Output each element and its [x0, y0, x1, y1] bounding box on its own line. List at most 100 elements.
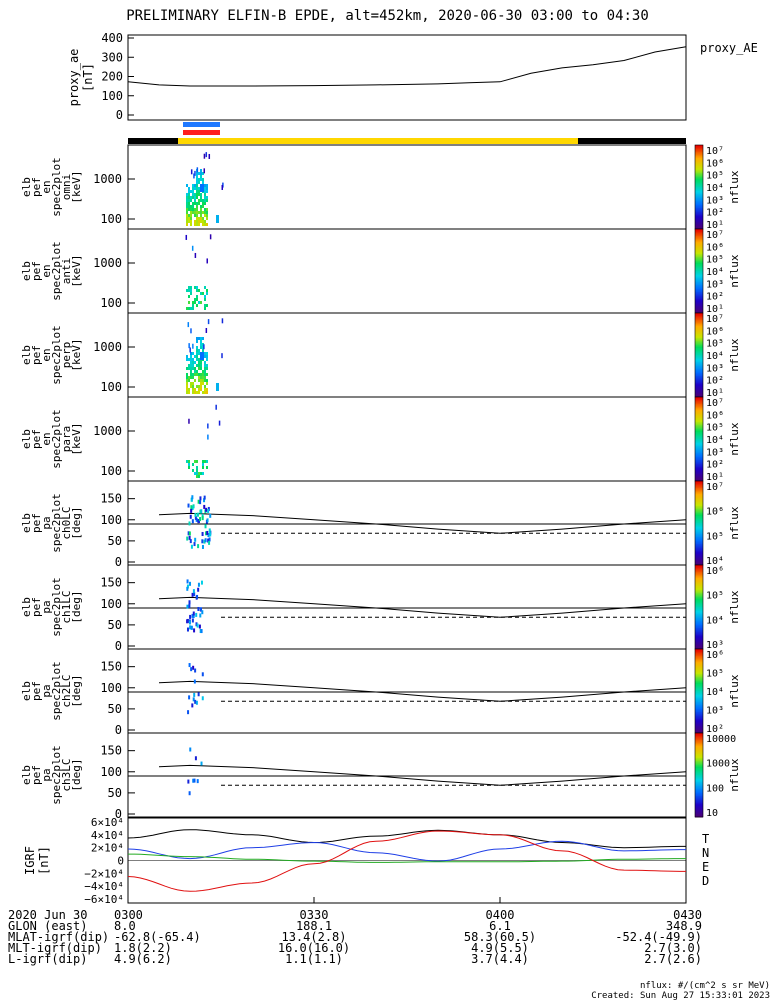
colorbar-label: 1000 [706, 759, 730, 770]
pa-ylabel: ch2LC [60, 674, 73, 707]
colorbar-cell [695, 240, 703, 243]
spec-pixel [198, 187, 200, 190]
spec-pixel [206, 388, 208, 391]
pa-pixel [197, 544, 200, 549]
spec-pixel [190, 382, 192, 385]
spec-pixel [196, 472, 198, 475]
spec-panel-frame [127, 396, 687, 482]
bar-segment-black [128, 138, 178, 144]
colorbar-label: 10² [706, 376, 724, 387]
spec-pixel [202, 349, 204, 352]
colorbar-cell [695, 654, 703, 657]
colorbar-cell [695, 544, 703, 546]
colorbar-cell [695, 784, 703, 787]
pa-pixel [203, 495, 206, 500]
colorbar-cell [695, 651, 703, 654]
spec-pixel [198, 379, 200, 382]
colorbar-cell [695, 775, 703, 777]
colorbar-cell [695, 188, 703, 191]
loss-cone-line [158, 512, 687, 534]
colorbar-cell [695, 595, 703, 598]
spec-pixel [191, 245, 194, 251]
colorbar-cell [695, 782, 703, 784]
colorbar-cell [695, 731, 703, 734]
spec-pixel [190, 217, 192, 220]
pa-ytick: 50 [108, 618, 122, 632]
colorbar-cell [695, 292, 703, 294]
spec-pixel [196, 178, 198, 181]
colorbar-cell [695, 408, 703, 411]
pa-pixel [207, 506, 210, 511]
pa-pixel [201, 531, 204, 536]
colorbar-cell [695, 730, 703, 733]
colorbar-cell [695, 558, 703, 560]
spec-pixel [200, 214, 202, 217]
colorbar-cell [695, 380, 703, 383]
spec-pixel [200, 217, 202, 220]
spec-pixel [204, 211, 206, 214]
pa-ylabel: pa [40, 684, 53, 697]
colorbar-cell [695, 314, 703, 317]
spec-pixel [188, 295, 190, 298]
spec-pixel [200, 376, 202, 379]
colorbar-cell [695, 472, 703, 475]
spec-pixel [196, 349, 198, 352]
colorbar-cell [695, 780, 703, 783]
pa-pixel [196, 779, 199, 784]
colorbar-cell [695, 192, 703, 195]
pa-pixel [197, 499, 200, 504]
colorbar-cell [695, 485, 703, 488]
spec-pixel [200, 337, 202, 340]
spec-pixel [190, 364, 192, 367]
colorbar-cell [695, 269, 703, 272]
colorbar-label: 10⁷ [706, 314, 724, 325]
spec-pixel [200, 208, 202, 211]
spec-pixel [198, 172, 200, 175]
spec-pixel [200, 292, 202, 295]
colorbar-label: 100 [706, 783, 724, 794]
pa-ylabel: pef [30, 513, 43, 533]
colorbar-cell [695, 357, 703, 360]
colorbar-cell [695, 364, 703, 367]
spec-pixel [192, 361, 194, 364]
colorbar-cell [695, 691, 703, 693]
colorbar-cell [695, 679, 703, 682]
spec-pixel [190, 169, 193, 175]
pa-ylabel: ch0LC [60, 506, 73, 539]
colorbar-label: 10⁷ [706, 230, 724, 241]
colorbar-cell [695, 499, 703, 502]
spec-pixel [188, 307, 190, 310]
colorbar-cell [695, 539, 703, 542]
colorbar-cell [695, 488, 703, 490]
pa-pixel [208, 537, 211, 542]
colorbar-cell [695, 273, 703, 276]
colorbar-cell [695, 266, 703, 269]
colorbar-label: 10⁶ [706, 507, 724, 518]
colorbar-cell [695, 693, 703, 696]
colorbar-cell [695, 633, 703, 636]
colorbar-cell [695, 553, 703, 556]
colorbar-cell [695, 285, 703, 287]
spec-pixel [209, 234, 212, 240]
colorbar-cell [695, 735, 703, 738]
colorbar-cell [695, 321, 703, 324]
colorbar-cell [695, 777, 703, 780]
igrf-ylabel: IGRF [23, 846, 37, 875]
spec-pixel [198, 190, 200, 193]
colorbar-cell [695, 346, 703, 349]
colorbar-cell [695, 762, 703, 765]
colorbar-cell [695, 552, 703, 555]
spec-pixel [194, 361, 196, 364]
colorbar-cell [695, 145, 703, 147]
colorbar-cell [695, 559, 703, 562]
footer-value: 188.1 [296, 919, 332, 933]
colorbar-cell [695, 586, 703, 588]
colorbar-cell [695, 814, 703, 817]
spec-pixel [202, 463, 204, 466]
loss-cone-line [158, 680, 687, 702]
colorbar-cell [695, 163, 703, 166]
colorbar-cell [695, 490, 703, 493]
colorbar-cell [695, 531, 703, 534]
spec-pixel [221, 318, 224, 324]
colorbar-cell [695, 581, 703, 584]
